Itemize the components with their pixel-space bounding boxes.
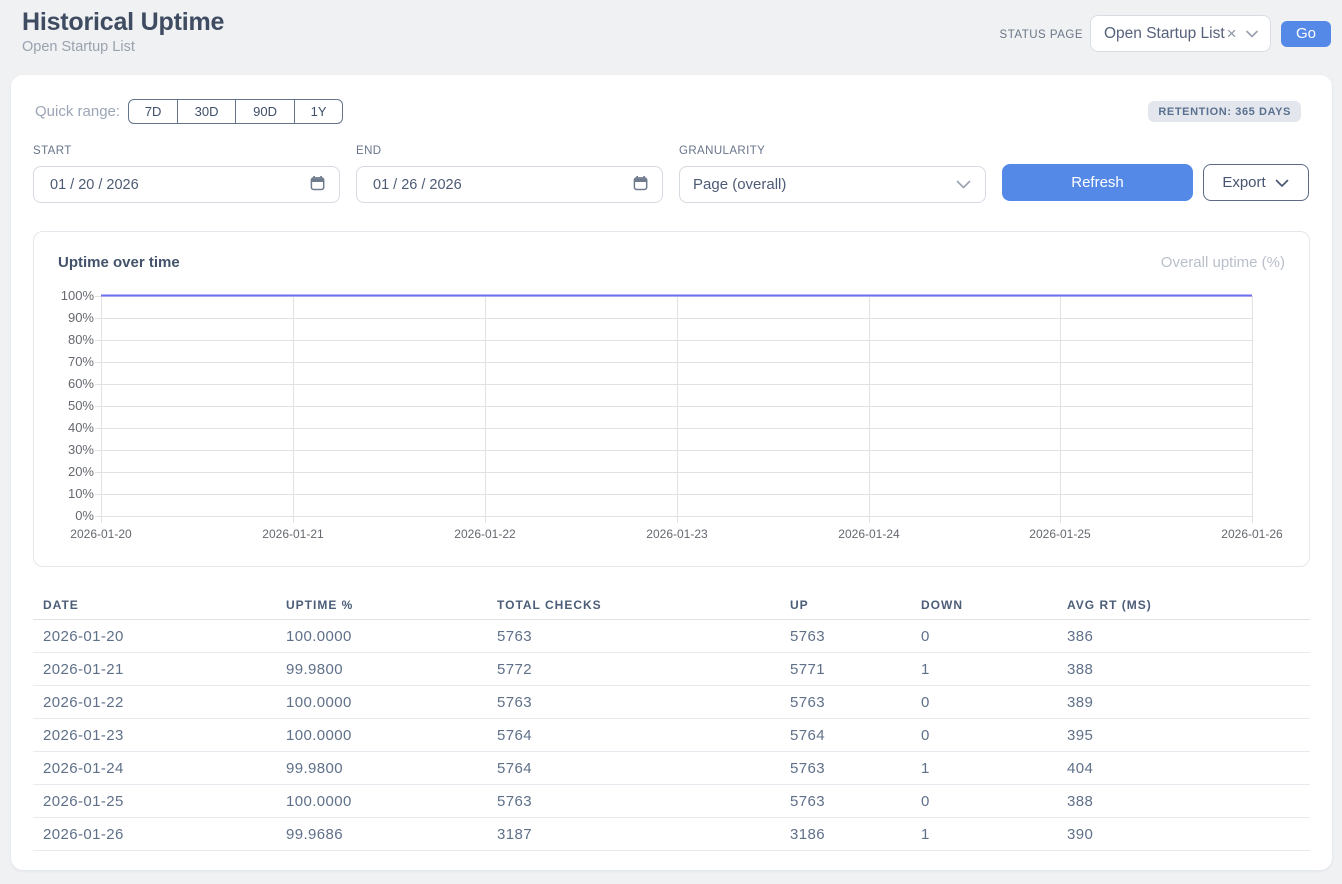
svg-text:10%: 10% xyxy=(68,486,94,501)
svg-text:40%: 40% xyxy=(68,420,94,435)
svg-text:2026-01-26: 2026-01-26 xyxy=(1221,527,1283,541)
svg-text:80%: 80% xyxy=(68,332,94,347)
svg-text:2026-01-25: 2026-01-25 xyxy=(1029,527,1091,541)
svg-text:90%: 90% xyxy=(68,310,94,325)
svg-text:60%: 60% xyxy=(68,376,94,391)
svg-text:70%: 70% xyxy=(68,354,94,369)
svg-text:2026-01-23: 2026-01-23 xyxy=(646,527,708,541)
svg-text:2026-01-21: 2026-01-21 xyxy=(262,527,324,541)
svg-text:20%: 20% xyxy=(68,464,94,479)
svg-text:2026-01-24: 2026-01-24 xyxy=(838,527,900,541)
svg-text:2026-01-20: 2026-01-20 xyxy=(70,527,132,541)
svg-text:2026-01-22: 2026-01-22 xyxy=(454,527,516,541)
svg-text:30%: 30% xyxy=(68,442,94,457)
svg-text:50%: 50% xyxy=(68,398,94,413)
svg-text:0%: 0% xyxy=(75,508,94,523)
svg-text:100%: 100% xyxy=(61,288,95,303)
